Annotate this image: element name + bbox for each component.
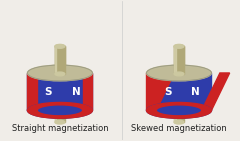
Polygon shape xyxy=(27,73,37,110)
Ellipse shape xyxy=(146,103,211,118)
Polygon shape xyxy=(60,103,92,118)
Polygon shape xyxy=(174,111,184,122)
Ellipse shape xyxy=(174,45,184,48)
Polygon shape xyxy=(27,73,92,110)
Text: N: N xyxy=(72,87,81,97)
Ellipse shape xyxy=(55,72,65,76)
Text: S: S xyxy=(44,87,51,97)
Ellipse shape xyxy=(55,109,65,113)
Text: N: N xyxy=(192,87,200,97)
Polygon shape xyxy=(202,73,230,110)
Text: S: S xyxy=(164,87,171,97)
Ellipse shape xyxy=(55,45,65,48)
Polygon shape xyxy=(174,46,184,74)
Ellipse shape xyxy=(174,70,184,74)
Ellipse shape xyxy=(55,120,65,124)
Ellipse shape xyxy=(174,120,184,124)
Ellipse shape xyxy=(27,103,92,118)
Text: Straight magnetization: Straight magnetization xyxy=(12,124,108,133)
Polygon shape xyxy=(174,46,184,72)
Polygon shape xyxy=(146,73,211,110)
Ellipse shape xyxy=(55,70,65,74)
Polygon shape xyxy=(55,46,65,72)
Ellipse shape xyxy=(55,45,65,48)
Polygon shape xyxy=(146,73,174,110)
Polygon shape xyxy=(27,103,60,118)
Polygon shape xyxy=(55,111,65,122)
Polygon shape xyxy=(146,103,179,118)
Polygon shape xyxy=(179,103,211,118)
Text: Skewed magnetization: Skewed magnetization xyxy=(131,124,227,133)
Ellipse shape xyxy=(174,72,184,76)
Ellipse shape xyxy=(146,65,211,81)
Ellipse shape xyxy=(174,109,184,113)
Ellipse shape xyxy=(27,65,92,81)
Polygon shape xyxy=(55,46,65,74)
Ellipse shape xyxy=(174,45,184,48)
Polygon shape xyxy=(83,73,92,110)
